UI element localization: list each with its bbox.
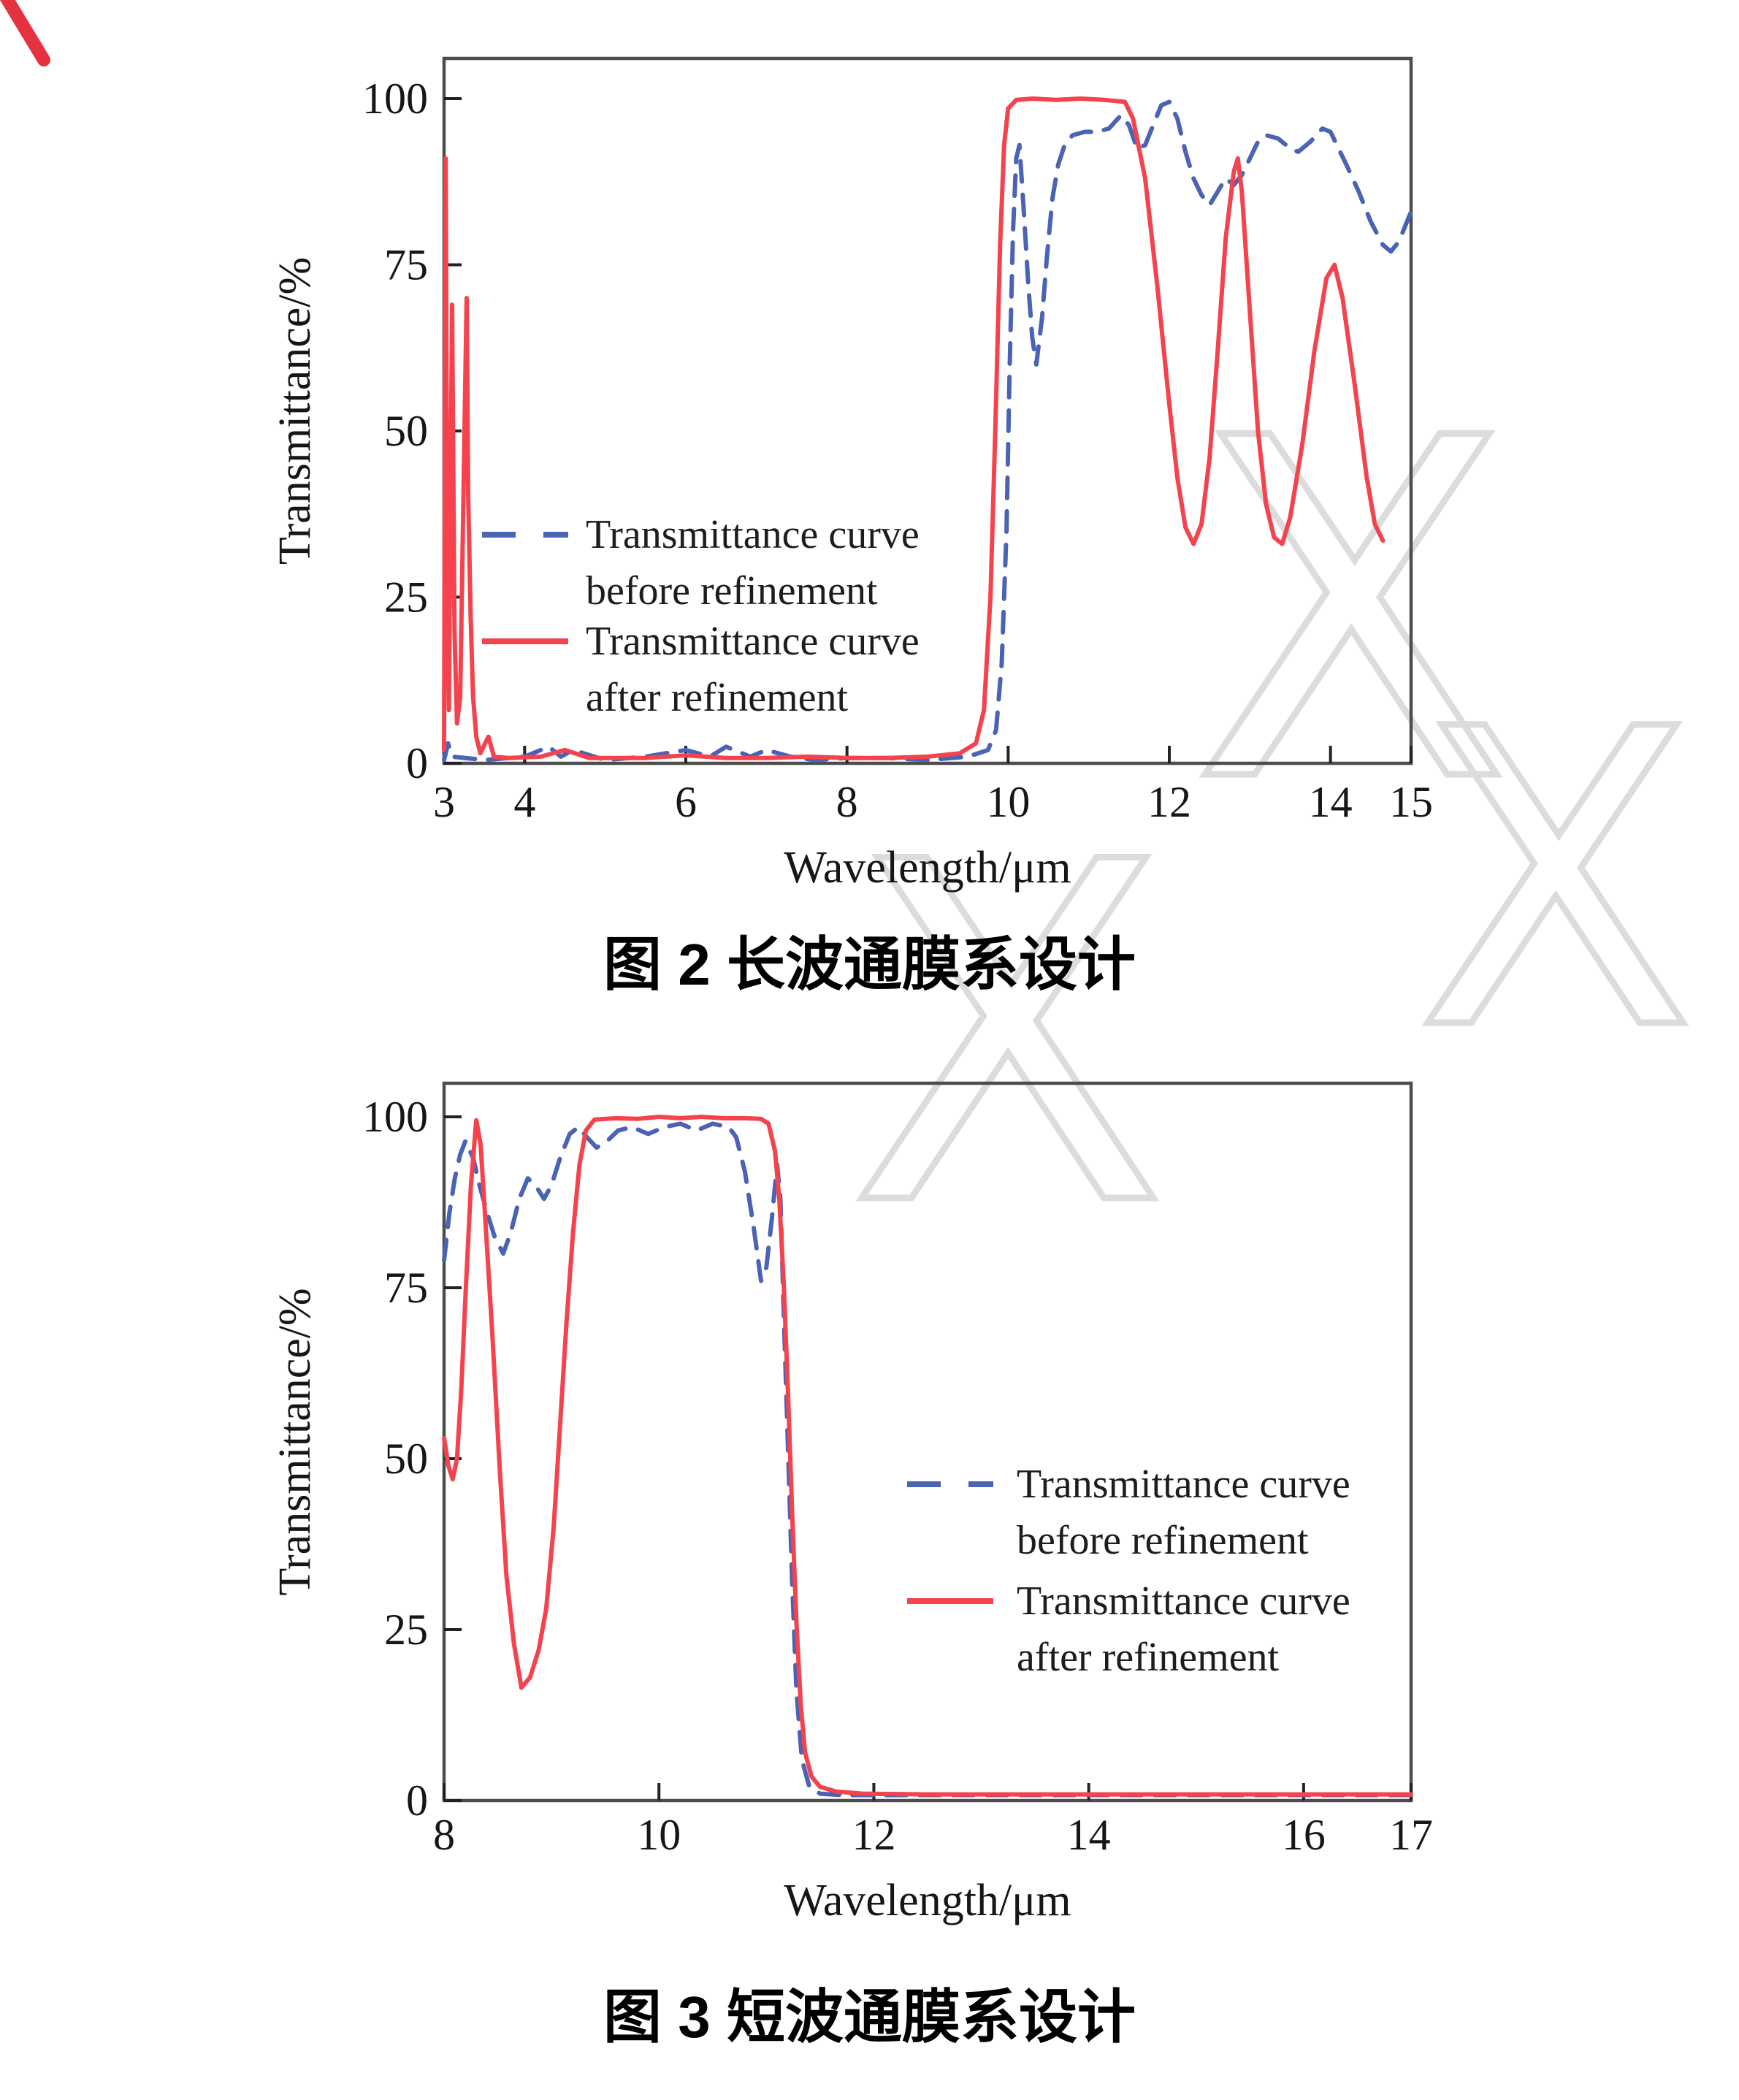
legend-label-line1: Transmittance curve — [586, 619, 920, 664]
x-tick-label: 16 — [1282, 1811, 1326, 1859]
y-tick-label: 0 — [406, 739, 428, 787]
after-refinement-curve — [442, 96, 1386, 760]
fig3-caption: 图 3 短波通膜系设计 — [603, 1985, 1136, 2050]
before-refinement-curve — [442, 99, 1413, 763]
legend-label-line2: after refinement — [586, 675, 849, 720]
x-tick-label: 12 — [1147, 778, 1191, 826]
y-tick-label: 50 — [384, 1435, 428, 1483]
x-tick-label: 3 — [433, 778, 455, 826]
y-tick-label: 25 — [384, 573, 428, 622]
y-tick-label: 50 — [384, 407, 428, 455]
y-axis-label: Transmittance/% — [270, 257, 320, 565]
y-tick-label: 75 — [384, 241, 428, 289]
x-tick-label: 8 — [836, 778, 858, 826]
before-refinement-curve — [442, 1121, 1413, 1798]
y-tick-label: 25 — [384, 1605, 428, 1654]
y-tick-label: 100 — [362, 75, 428, 123]
legend-label-line2: before refinement — [586, 568, 878, 614]
x-tick-label: 10 — [986, 778, 1030, 826]
y-tick-label: 0 — [406, 1776, 428, 1825]
x-tick-label: 4 — [513, 778, 535, 826]
legend-label-line2: after refinement — [1017, 1635, 1280, 1680]
y-tick-label: 100 — [362, 1093, 428, 1141]
corner-mark — [0, 0, 50, 66]
corner-mark-stroke — [0, 0, 50, 66]
watermark-glyph: X — [848, 764, 1168, 1308]
x-tick-label: 14 — [1309, 778, 1353, 826]
fig2-chart: 3 4 6 8 10 12 14 15 0 25 50 75 100 Wavelength/μm Trans… — [270, 56, 1433, 893]
after-refinement-curve — [442, 1115, 1413, 1797]
watermark: XX X — [844, 337, 1699, 1312]
x-tick-label: 6 — [675, 778, 697, 826]
legend-label-line2: before refinement — [1017, 1518, 1309, 1563]
legend-label-line1: Transmittance curve — [586, 512, 920, 557]
x-axis-label: Wavelength/μm — [784, 1876, 1071, 1925]
x-tick-label: 8 — [433, 1811, 455, 1859]
x-axis-label: Wavelength/μm — [784, 843, 1071, 893]
y-tick-label: 75 — [384, 1264, 428, 1312]
x-tick-label: 14 — [1067, 1811, 1111, 1859]
x-tick-label: 17 — [1389, 1811, 1433, 1859]
x-tick-label: 10 — [637, 1811, 681, 1859]
legend-label-line1: Transmittance curve — [1017, 1578, 1350, 1624]
x-tick-label: 15 — [1389, 778, 1433, 826]
watermark-glyph: X — [1415, 644, 1696, 1120]
legend-label-line1: Transmittance curve — [1017, 1462, 1350, 1507]
x-tick-label: 12 — [852, 1811, 895, 1859]
watermark-glyph: X — [1191, 340, 1511, 885]
fig3-chart: 8 10 12 14 16 17 0 25 50 75 100 Wavelength/μm Transm… — [270, 1081, 1433, 1925]
fig2-caption: 图 2 长波通膜系设计 — [603, 932, 1136, 997]
y-axis-label: Transmittance/% — [270, 1288, 320, 1595]
